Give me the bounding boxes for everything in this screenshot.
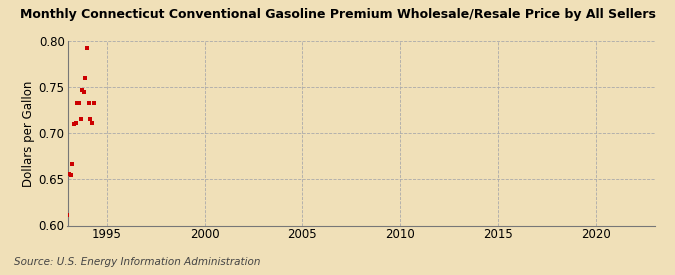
Y-axis label: Dollars per Gallon: Dollars per Gallon xyxy=(22,80,34,186)
Text: Source: U.S. Energy Information Administration: Source: U.S. Energy Information Administ… xyxy=(14,257,260,267)
Point xyxy=(67,162,78,166)
Point xyxy=(88,101,99,105)
Text: Monthly Connecticut Conventional Gasoline Premium Wholesale/Resale Price by All : Monthly Connecticut Conventional Gasolin… xyxy=(20,8,655,21)
Point xyxy=(82,45,92,50)
Point xyxy=(86,121,97,125)
Point xyxy=(70,121,81,125)
Point xyxy=(80,76,91,80)
Point xyxy=(78,90,89,94)
Point xyxy=(85,116,96,121)
Point xyxy=(77,88,88,92)
Point xyxy=(83,101,94,105)
Point xyxy=(74,101,84,105)
Point xyxy=(63,172,74,176)
Point xyxy=(65,173,76,177)
Point xyxy=(75,116,86,121)
Point xyxy=(72,101,82,105)
Point xyxy=(69,122,80,127)
Point xyxy=(62,213,73,218)
